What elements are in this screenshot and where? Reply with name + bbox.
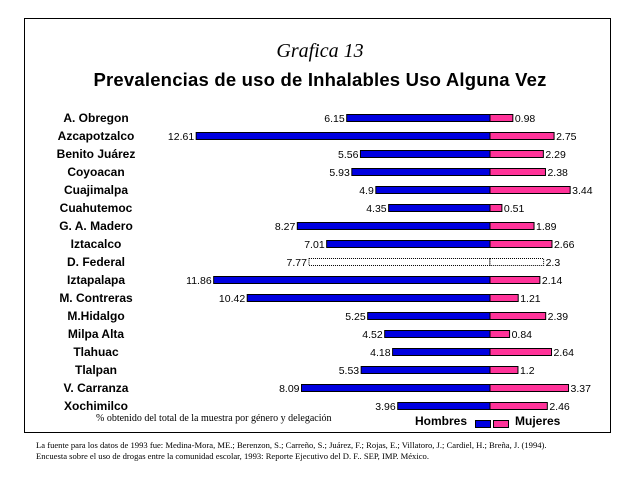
value-label-hombres-m-hidalgo: 5.25 bbox=[345, 311, 366, 323]
bar-mujeres-iztacalco bbox=[489, 240, 553, 248]
category-label-milpa-alta: Milpa Alta bbox=[68, 327, 125, 341]
bar-mujeres-iztapalapa bbox=[489, 276, 541, 284]
chart-subtitle: Grafica 13 bbox=[276, 40, 364, 62]
value-label-mujeres-cuajimalpa: 3.44 bbox=[572, 185, 593, 197]
value-label-hombres-iztapalapa: 11.86 bbox=[186, 275, 212, 287]
bar-hombres-cuajimalpa bbox=[375, 186, 491, 194]
source-note: La fuente para los datos de 1993 fue: Me… bbox=[36, 440, 626, 462]
bar-hombres-coyoacan bbox=[351, 168, 491, 176]
value-label-mujeres-coyoacan: 2.38 bbox=[547, 167, 568, 179]
bar-mujeres-g-a-madero bbox=[489, 222, 535, 230]
value-label-hombres-xochimilco: 3.96 bbox=[375, 401, 396, 413]
value-label-hombres-cuajimalpa: 4.9 bbox=[359, 185, 374, 197]
category-label-azcapotzalco: Azcapotzalco bbox=[58, 129, 135, 143]
bar-hombres-cuahutemoc bbox=[388, 204, 491, 212]
value-label-mujeres-iztapalapa: 2.14 bbox=[542, 275, 563, 287]
category-label-tlahuac: Tlahuac bbox=[73, 345, 119, 359]
value-label-hombres-tlahuac: 4.18 bbox=[370, 347, 391, 359]
bar-mujeres-m-hidalgo bbox=[489, 312, 547, 320]
bar-hombres-m-contreras bbox=[246, 294, 491, 302]
value-label-mujeres-g-a-madero: 1.89 bbox=[536, 221, 557, 233]
legend-swatch-mujeres bbox=[493, 420, 509, 428]
bar-hombres-v-carranza bbox=[301, 384, 491, 392]
bar-hombres-m-hidalgo bbox=[367, 312, 491, 320]
bar-mujeres-coyoacan bbox=[489, 168, 546, 176]
value-label-mujeres-iztacalco: 2.66 bbox=[554, 239, 575, 251]
legend-label-mujeres: Mujeres bbox=[515, 414, 561, 428]
category-label-benito-ju-rez: Benito Juárez bbox=[57, 147, 136, 161]
category-label-xochimilco: Xochimilco bbox=[64, 399, 128, 413]
bar-mujeres-azcapotzalco bbox=[489, 132, 555, 140]
value-label-hombres-a-obregon: 6.15 bbox=[324, 113, 345, 125]
bar-mujeres-cuahutemoc bbox=[489, 204, 503, 212]
category-label-m-contreras: M. Contreras bbox=[59, 291, 133, 305]
chart-footnote: % obtenido del total de la muestra por g… bbox=[96, 413, 332, 424]
value-label-hombres-iztacalco: 7.01 bbox=[304, 239, 325, 251]
category-label-cuahutemoc: Cuahutemoc bbox=[60, 201, 133, 215]
category-label-d-federal: D. Federal bbox=[67, 255, 125, 269]
value-label-hombres-cuahutemoc: 4.35 bbox=[366, 203, 387, 215]
bar-hombres-a-obregon bbox=[346, 114, 491, 122]
value-label-mujeres-milpa-alta: 0.84 bbox=[512, 329, 533, 341]
bar-mujeres-benito-ju-rez bbox=[489, 150, 544, 158]
bar-mujeres-tlalpan bbox=[489, 366, 519, 374]
source-line-1: La fuente para los datos de 1993 fue: Me… bbox=[36, 440, 547, 450]
bar-hombres-g-a-madero bbox=[296, 222, 491, 230]
value-label-mujeres-azcapotzalco: 2.75 bbox=[556, 131, 577, 143]
bar-mujeres-tlahuac bbox=[489, 348, 553, 356]
bar-mujeres-xochimilco bbox=[489, 402, 548, 410]
bar-hombres-azcapotzalco bbox=[195, 132, 491, 140]
bar-hombres-iztacalco bbox=[326, 240, 491, 248]
value-label-mujeres-xochimilco: 2.46 bbox=[549, 401, 570, 413]
bar-hombres-d-federal bbox=[308, 258, 491, 266]
bar-hombres-benito-ju-rez bbox=[359, 150, 491, 158]
value-label-hombres-benito-ju-rez: 5.56 bbox=[338, 149, 359, 161]
bar-hombres-tlalpan bbox=[360, 366, 491, 374]
bar-mujeres-cuajimalpa bbox=[489, 186, 571, 194]
value-label-mujeres-tlahuac: 2.64 bbox=[554, 347, 575, 359]
category-label-cuajimalpa: Cuajimalpa bbox=[64, 183, 128, 197]
value-label-hombres-milpa-alta: 4.52 bbox=[362, 329, 383, 341]
value-label-mujeres-d-federal: 2.3 bbox=[546, 257, 561, 269]
legend-swatch-hombres bbox=[475, 420, 491, 428]
value-label-hombres-m-contreras: 10.42 bbox=[219, 293, 245, 305]
value-label-hombres-azcapotzalco: 12.61 bbox=[168, 131, 194, 143]
bar-mujeres-m-contreras bbox=[489, 294, 519, 302]
bar-mujeres-v-carranza bbox=[489, 384, 570, 392]
category-label-coyoacan: Coyoacan bbox=[67, 165, 124, 179]
legend-label-hombres: Hombres bbox=[415, 414, 468, 428]
bar-mujeres-a-obregon bbox=[489, 114, 514, 122]
source-line-2: Encuesta sobre el uso de drogas entre la… bbox=[36, 451, 429, 461]
bar-mujeres-milpa-alta bbox=[489, 330, 511, 338]
value-label-mujeres-cuahutemoc: 0.51 bbox=[504, 203, 525, 215]
value-label-mujeres-a-obregon: 0.98 bbox=[515, 113, 536, 125]
value-label-hombres-coyoacan: 5.93 bbox=[329, 167, 350, 179]
value-label-hombres-tlalpan: 5.53 bbox=[339, 365, 360, 377]
bar-mujeres-d-federal bbox=[489, 258, 545, 266]
category-label-tlalpan: Tlalpan bbox=[75, 363, 117, 377]
value-label-mujeres-tlalpan: 1.2 bbox=[520, 365, 535, 377]
category-label-g-a-madero: G. A. Madero bbox=[59, 219, 133, 233]
bar-hombres-iztapalapa bbox=[213, 276, 491, 284]
value-label-mujeres-benito-ju-rez: 2.29 bbox=[545, 149, 566, 161]
value-label-mujeres-v-carranza: 3.37 bbox=[571, 383, 592, 395]
category-label-iztapalapa: Iztapalapa bbox=[67, 273, 125, 287]
bar-hombres-xochimilco bbox=[397, 402, 491, 410]
value-label-mujeres-m-contreras: 1.21 bbox=[520, 293, 541, 305]
chart-title: Prevalencias de uso de Inhalables Uso Al… bbox=[93, 69, 547, 90]
category-label-m-hidalgo: M.Hidalgo bbox=[67, 309, 124, 323]
value-label-hombres-v-carranza: 8.09 bbox=[279, 383, 300, 395]
value-label-hombres-d-federal: 7.77 bbox=[287, 257, 308, 269]
value-label-hombres-g-a-madero: 8.27 bbox=[275, 221, 296, 233]
bar-hombres-milpa-alta bbox=[384, 330, 491, 338]
value-label-mujeres-m-hidalgo: 2.39 bbox=[548, 311, 569, 323]
chart-frame bbox=[24, 18, 611, 433]
category-label-a-obregon: A. Obregon bbox=[63, 111, 128, 125]
category-label-iztacalco: Iztacalco bbox=[71, 237, 122, 251]
bar-hombres-tlahuac bbox=[392, 348, 491, 356]
category-label-v-carranza: V. Carranza bbox=[64, 381, 129, 395]
